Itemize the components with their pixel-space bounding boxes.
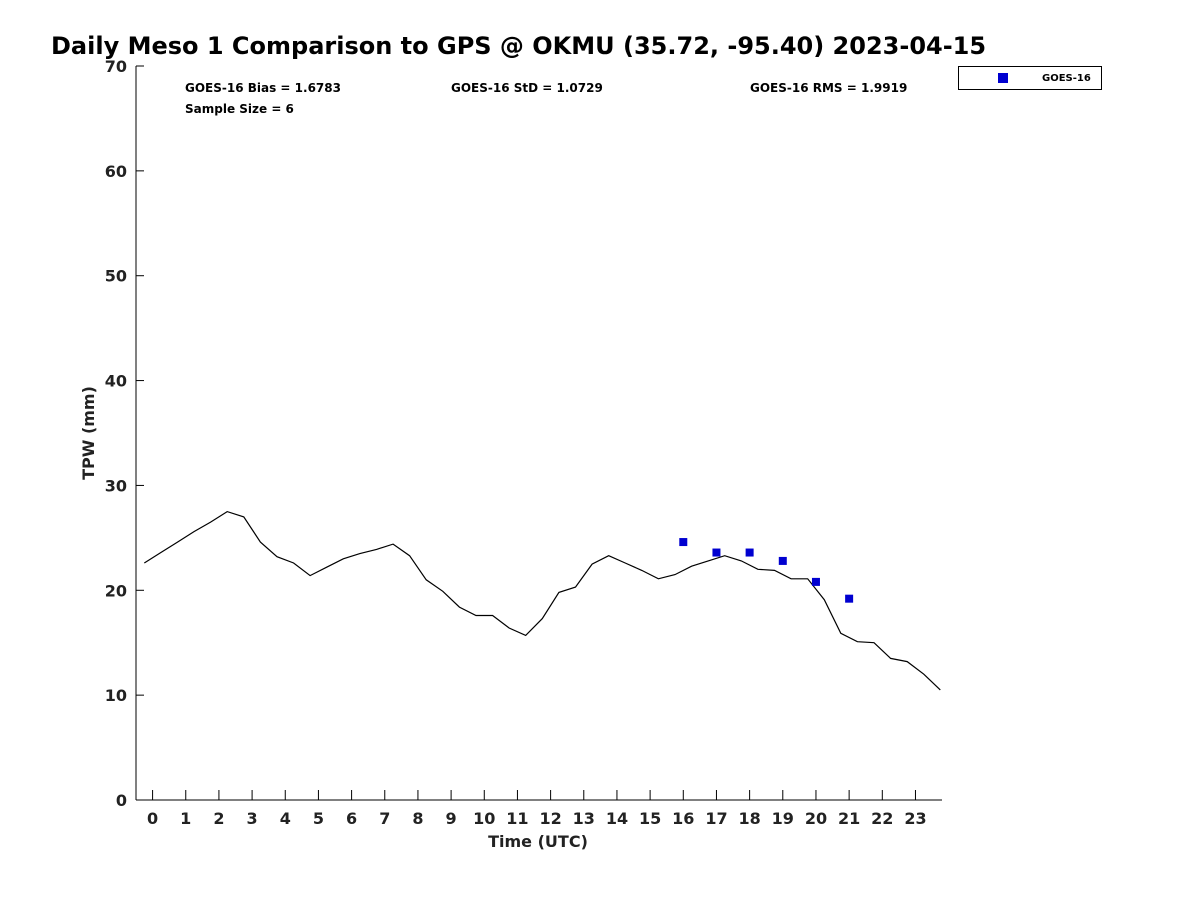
- x-tick-label: 21: [838, 809, 860, 828]
- y-tick-label: 20: [105, 581, 127, 600]
- x-tick-label: 1: [180, 809, 191, 828]
- std-stat: GOES-16 StD = 1.0729: [451, 81, 603, 95]
- x-tick-label: 17: [705, 809, 727, 828]
- goes16-point: [778, 556, 787, 565]
- x-tick-label: 20: [805, 809, 827, 828]
- y-tick-label: 50: [105, 267, 127, 286]
- x-tick-label: 22: [871, 809, 893, 828]
- x-tick-label: 7: [379, 809, 390, 828]
- x-axis-label: Time (UTC): [488, 832, 588, 851]
- legend: GOES-16: [958, 66, 1102, 90]
- x-tick-label: 6: [346, 809, 357, 828]
- y-axis-label: TPW (mm): [79, 386, 98, 480]
- x-tick-label: 14: [606, 809, 628, 828]
- gps-tpw-line: [143, 510, 941, 691]
- x-tick-label: 12: [539, 809, 561, 828]
- goes16-point: [745, 548, 754, 557]
- y-tick-label: 0: [116, 791, 127, 810]
- y-tick-label: 40: [105, 372, 127, 391]
- x-tick-label: 16: [672, 809, 694, 828]
- x-tick-label: 8: [412, 809, 423, 828]
- goes16-point: [679, 538, 688, 547]
- goes16-point: [811, 577, 820, 586]
- goes16-point: [712, 548, 721, 557]
- y-tick-label: 60: [105, 162, 127, 181]
- y-tick-label: 10: [105, 686, 127, 705]
- plot-area: [143, 510, 941, 691]
- rms-stat: GOES-16 RMS = 1.9919: [750, 81, 907, 95]
- x-tick-label: 2: [213, 809, 224, 828]
- x-tick-label: 9: [446, 809, 457, 828]
- sample-size-stat: Sample Size = 6: [185, 102, 294, 116]
- x-tick-label: 15: [639, 809, 661, 828]
- chart-title: Daily Meso 1 Comparison to GPS @ OKMU (3…: [51, 32, 986, 60]
- legend-label-goes16: GOES-16: [1042, 73, 1091, 84]
- x-tick-label: 4: [280, 809, 291, 828]
- y-tick-label: 30: [105, 476, 127, 495]
- x-tick-label: 10: [473, 809, 495, 828]
- legend-marker-goes16: [998, 73, 1008, 83]
- y-tick-label: 70: [105, 57, 127, 76]
- x-tick-label: 11: [506, 809, 528, 828]
- goes16-point: [845, 594, 854, 603]
- x-tick-label: 19: [772, 809, 794, 828]
- bias-stat: GOES-16 Bias = 1.6783: [185, 81, 341, 95]
- x-tick-label: 3: [247, 809, 258, 828]
- legend-box: [958, 66, 1102, 90]
- axes: [135, 66, 942, 801]
- x-tick-label: 13: [573, 809, 595, 828]
- x-tick-label: 5: [313, 809, 324, 828]
- x-tick-label: 23: [904, 809, 926, 828]
- x-tick-label: 18: [738, 809, 760, 828]
- x-tick-label: 0: [147, 809, 158, 828]
